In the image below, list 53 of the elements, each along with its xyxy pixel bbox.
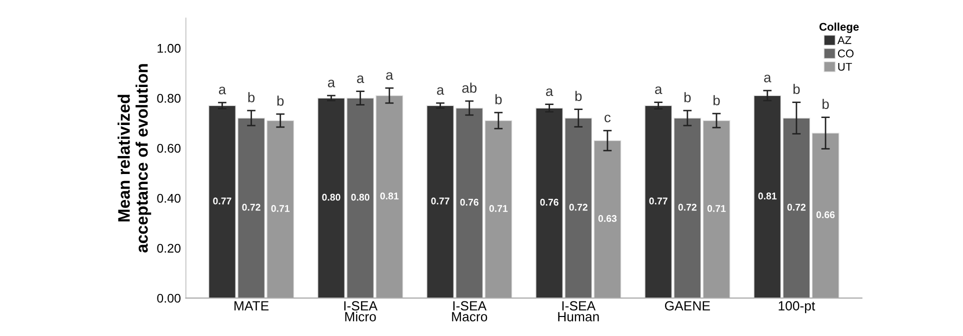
annotation: a <box>328 80 336 88</box>
data-label: 0.77 <box>431 198 450 204</box>
data-label: 0.72 <box>678 204 696 211</box>
data-label: 0.71 <box>271 205 290 212</box>
annotation: a <box>218 86 226 94</box>
annotation: b <box>714 95 720 106</box>
x-tick-label: I-SEA Human <box>558 301 599 322</box>
y-tick-label: 0.20 <box>157 244 181 253</box>
annotation: b <box>248 92 255 102</box>
y-tick-label: 0.40 <box>157 194 181 203</box>
annotation: a <box>764 74 772 82</box>
x-tick-label: I-SEA Micro <box>344 301 378 322</box>
x-tick-label: GAENE <box>664 301 710 310</box>
data-label: 0.81 <box>380 192 399 200</box>
data-label: 0.80 <box>351 194 370 201</box>
annotation: a <box>437 87 444 95</box>
data-label: 0.77 <box>213 198 232 204</box>
data-label: 0.72 <box>569 204 588 211</box>
annotation: b <box>684 92 691 102</box>
legend-title: College <box>819 22 859 33</box>
annotation: a <box>357 75 364 84</box>
legend-label: UT <box>838 62 852 71</box>
data-label: 0.76 <box>460 198 478 206</box>
data-label: 0.72 <box>787 204 806 211</box>
data-label: 0.81 <box>758 192 777 200</box>
annotation: a <box>386 72 394 80</box>
x-tick-label: MATE <box>234 301 269 310</box>
annotation: b <box>575 90 582 102</box>
legend-label: CO <box>838 50 854 58</box>
y-tick-label: 1.00 <box>158 44 181 53</box>
annotation: c <box>604 114 611 122</box>
annotation: b <box>277 96 284 106</box>
annotation: a <box>546 88 554 96</box>
data-label: 0.76 <box>540 198 558 206</box>
annotation: b <box>822 98 829 110</box>
y-tick-label: 0.80 <box>157 94 181 103</box>
data-label: 0.80 <box>322 194 340 201</box>
data-label: 0.71 <box>707 205 726 212</box>
data-label: 0.77 <box>649 198 668 204</box>
annotation: b <box>794 84 800 94</box>
x-tick-label: I-SEA Macro <box>452 301 488 322</box>
x-tick-label: 100-pt <box>778 301 816 314</box>
y-axis-title: Mean relativized acceptance of evolution <box>118 64 152 253</box>
annotation: ab <box>462 82 476 93</box>
annotation: b <box>495 94 502 104</box>
data-label: 0.72 <box>242 204 260 211</box>
legend-label: AZ <box>837 36 852 44</box>
y-tick-label: 0.60 <box>157 144 181 153</box>
annotation: a <box>655 86 662 94</box>
data-label: 0.66 <box>816 211 835 218</box>
data-label: 0.63 <box>598 215 617 222</box>
y-tick-label: 0.00 <box>157 294 181 303</box>
data-label: 0.71 <box>489 205 508 212</box>
